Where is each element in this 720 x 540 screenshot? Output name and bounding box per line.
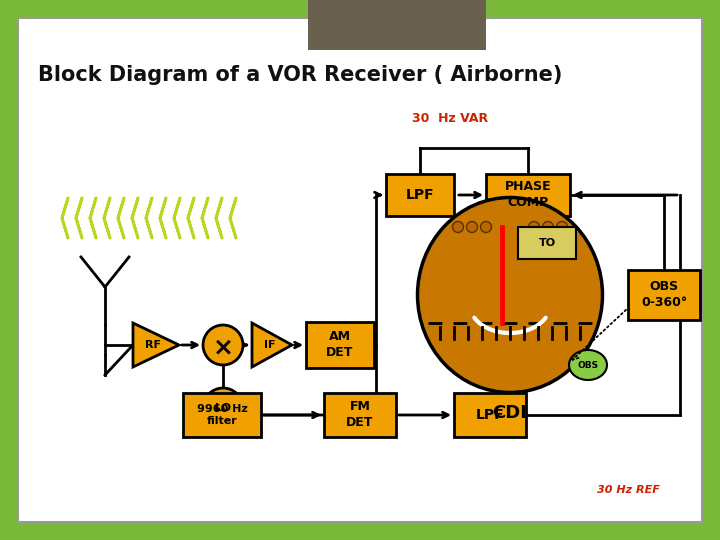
Text: 30 Hz REF: 30 Hz REF <box>597 485 660 495</box>
Text: ×: × <box>212 335 233 359</box>
FancyBboxPatch shape <box>306 322 374 368</box>
Circle shape <box>203 388 243 428</box>
FancyBboxPatch shape <box>18 18 702 522</box>
Text: IF: IF <box>264 340 276 350</box>
Text: Block Diagram of a VOR Receiver ( Airborne): Block Diagram of a VOR Receiver ( Airbor… <box>38 65 562 85</box>
Circle shape <box>480 221 492 233</box>
Circle shape <box>542 221 554 233</box>
Ellipse shape <box>418 198 603 393</box>
Text: 9960 Hz
filter: 9960 Hz filter <box>197 404 248 426</box>
Circle shape <box>452 221 464 233</box>
Polygon shape <box>133 323 179 367</box>
FancyBboxPatch shape <box>628 270 700 320</box>
FancyBboxPatch shape <box>386 174 454 216</box>
FancyBboxPatch shape <box>183 393 261 437</box>
FancyBboxPatch shape <box>486 174 570 216</box>
Text: CDI: CDI <box>492 404 528 422</box>
Text: LPF: LPF <box>405 188 434 202</box>
Text: LO: LO <box>215 403 231 413</box>
Text: 30  Hz VAR: 30 Hz VAR <box>412 111 488 125</box>
Text: FM
DET: FM DET <box>346 401 374 429</box>
FancyBboxPatch shape <box>518 227 576 259</box>
Text: AM
DET: AM DET <box>326 330 354 360</box>
Circle shape <box>528 221 539 233</box>
Text: TO: TO <box>539 238 556 248</box>
FancyBboxPatch shape <box>308 0 486 50</box>
Text: OBS
0-360°: OBS 0-360° <box>641 280 687 309</box>
Polygon shape <box>252 323 292 367</box>
Text: OBS: OBS <box>577 361 598 369</box>
Circle shape <box>203 325 243 365</box>
Circle shape <box>557 221 567 233</box>
Ellipse shape <box>569 350 607 380</box>
Circle shape <box>467 221 477 233</box>
FancyBboxPatch shape <box>454 393 526 437</box>
FancyBboxPatch shape <box>324 393 396 437</box>
Text: PHASE
COMP: PHASE COMP <box>505 180 552 210</box>
Text: RF: RF <box>145 340 161 350</box>
Text: LPF: LPF <box>476 408 504 422</box>
